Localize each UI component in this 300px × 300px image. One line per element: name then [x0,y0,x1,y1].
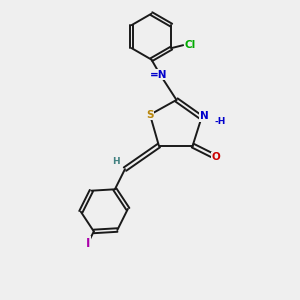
Text: Cl: Cl [185,40,196,50]
Text: O: O [212,152,220,162]
Text: H: H [112,157,120,166]
Text: =N: =N [150,70,168,80]
Text: S: S [146,110,154,120]
Text: I: I [86,237,90,250]
Text: -H: -H [214,117,226,126]
Text: N: N [200,111,208,121]
